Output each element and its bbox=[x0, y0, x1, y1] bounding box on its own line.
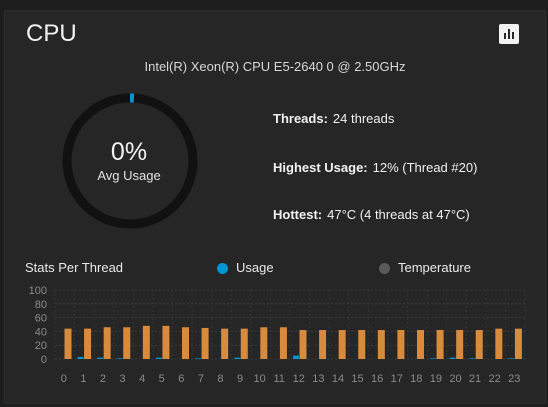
x-tick-label: 21 bbox=[469, 373, 481, 385]
usage-bar-thread-1 bbox=[77, 356, 84, 359]
temperature-bar-thread-5 bbox=[162, 325, 170, 359]
cpu-card: CPU Intel(R) Xeon(R) CPU E5-2640 0 @ 2.5… bbox=[4, 10, 546, 404]
threads-label: Threads: bbox=[273, 111, 328, 126]
temperature-bar-thread-15 bbox=[358, 330, 366, 359]
temperature-bar-thread-19 bbox=[436, 330, 444, 359]
x-tick-label: 23 bbox=[508, 373, 520, 385]
usage-bar-thread-21 bbox=[469, 358, 476, 359]
x-tick-label: 3 bbox=[119, 373, 125, 385]
usage-bar-thread-7 bbox=[195, 358, 202, 359]
temperature-bar-thread-8 bbox=[221, 328, 229, 359]
temperature-bar-thread-14 bbox=[338, 330, 346, 359]
highest-usage-stat: Highest Usage: 12% (Thread #20) bbox=[273, 160, 477, 175]
temperature-bar-thread-13 bbox=[319, 330, 327, 359]
y-tick-label: 80 bbox=[35, 299, 47, 311]
x-tick-label: 7 bbox=[198, 373, 204, 385]
highest-usage-label: Highest Usage: bbox=[273, 160, 368, 175]
gauge-fill bbox=[62, 93, 198, 229]
x-tick-label: 13 bbox=[312, 373, 324, 385]
legend-usage-label: Usage bbox=[236, 260, 274, 275]
x-tick-label: 14 bbox=[332, 373, 344, 385]
gauge-value: 0% bbox=[110, 138, 148, 166]
gauge-label: Avg Usage bbox=[97, 168, 161, 183]
usage-bar-thread-2 bbox=[97, 357, 104, 359]
temperature-bar-thread-6 bbox=[182, 327, 189, 359]
card-title: CPU bbox=[26, 20, 77, 47]
y-tick-label: 60 bbox=[35, 313, 47, 325]
temperature-bar-thread-10 bbox=[260, 327, 268, 359]
x-tick-label: 10 bbox=[254, 373, 266, 385]
x-tick-label: 20 bbox=[449, 373, 461, 385]
chart-view-button[interactable] bbox=[499, 24, 519, 44]
hottest-value: 47°C (4 threads at 47°C) bbox=[327, 207, 470, 222]
x-tick-label: 11 bbox=[273, 373, 284, 385]
legend-usage[interactable]: Usage bbox=[217, 260, 274, 275]
highest-usage-value: 12% (Thread #20) bbox=[372, 160, 478, 175]
x-tick-label: 6 bbox=[178, 373, 184, 385]
threads-stat: Threads: 24 threads bbox=[273, 111, 394, 126]
hottest-label: Hottest: bbox=[273, 207, 323, 222]
temperature-bar-thread-16 bbox=[377, 330, 385, 359]
legend-temperature[interactable]: Temperature bbox=[379, 260, 471, 275]
temperature-bar-thread-9 bbox=[240, 328, 248, 359]
temperature-bar-thread-21 bbox=[475, 330, 483, 359]
x-tick-label: 4 bbox=[139, 373, 145, 385]
x-tick-label: 1 bbox=[80, 373, 86, 385]
temperature-bar-thread-23 bbox=[514, 328, 522, 359]
temperature-bar-thread-22 bbox=[495, 328, 503, 359]
temperature-bar-thread-17 bbox=[397, 330, 405, 359]
usage-dot-icon bbox=[217, 263, 228, 274]
x-tick-label: 2 bbox=[100, 373, 106, 385]
temperature-bar-thread-2 bbox=[103, 327, 111, 359]
usage-bar-thread-5 bbox=[155, 357, 162, 359]
temperature-bar-thread-18 bbox=[417, 330, 424, 359]
avg-usage-gauge bbox=[62, 93, 198, 229]
y-tick-label: 20 bbox=[35, 340, 47, 352]
temperature-bar-thread-20 bbox=[456, 330, 464, 359]
y-tick-label: 40 bbox=[35, 326, 47, 338]
stats-per-thread-title: Stats Per Thread bbox=[25, 260, 124, 275]
y-tick-label: 0 bbox=[41, 354, 47, 366]
temperature-bar-thread-4 bbox=[142, 325, 150, 359]
x-tick-label: 12 bbox=[293, 373, 305, 385]
cpu-model: Intel(R) Xeon(R) CPU E5-2640 0 @ 2.50GHz bbox=[144, 59, 406, 74]
legend-temperature-label: Temperature bbox=[398, 260, 471, 275]
temperature-bar-thread-11 bbox=[279, 327, 287, 359]
x-tick-label: 18 bbox=[410, 373, 422, 385]
x-tick-label: 15 bbox=[351, 373, 363, 385]
x-tick-label: 5 bbox=[159, 373, 165, 385]
temperature-bar-thread-1 bbox=[84, 328, 92, 359]
temperature-dot-icon bbox=[379, 263, 390, 274]
x-tick-label: 17 bbox=[391, 373, 403, 385]
usage-bar-thread-20 bbox=[449, 357, 456, 359]
bar-chart-icon bbox=[504, 29, 514, 39]
usage-bar-thread-19 bbox=[430, 358, 437, 359]
x-tick-label: 22 bbox=[489, 373, 501, 385]
y-tick-label: 100 bbox=[29, 285, 47, 297]
x-tick-label: 0 bbox=[61, 373, 67, 385]
temperature-bar-thread-7 bbox=[201, 327, 209, 359]
usage-bar-thread-23 bbox=[508, 358, 515, 359]
threads-value: 24 threads bbox=[332, 111, 395, 126]
temperature-bar-thread-3 bbox=[123, 327, 131, 359]
x-tick-label: 16 bbox=[371, 373, 383, 385]
x-tick-label: 19 bbox=[430, 373, 442, 385]
usage-bar-thread-12 bbox=[293, 355, 299, 359]
usage-bar-thread-9 bbox=[234, 357, 241, 359]
temperature-bar-thread-12 bbox=[299, 330, 307, 359]
x-tick-label: 8 bbox=[217, 373, 223, 385]
temperature-bar-thread-0 bbox=[64, 328, 72, 359]
x-tick-label: 9 bbox=[237, 373, 243, 385]
hottest-stat: Hottest: 47°C (4 threads at 47°C) bbox=[273, 207, 470, 222]
usage-bar-thread-3 bbox=[116, 358, 123, 359]
